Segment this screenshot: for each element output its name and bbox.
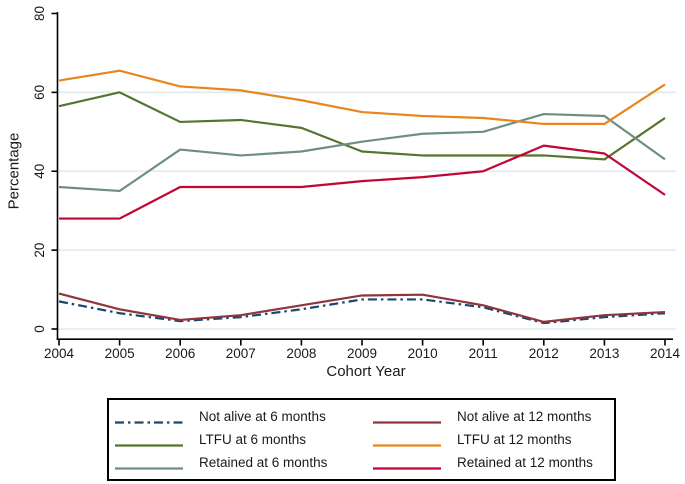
legend-label-not-alive-12-months: Not alive at 12 months [457,409,592,424]
y-tick-label-40: 40 [32,164,47,179]
legend-label-ltfu-6-months: LTFU at 6 months [199,432,307,447]
x-tick-label-2008: 2008 [286,346,316,361]
y-tick-label-20: 20 [32,243,47,258]
legend-line-glyph [373,444,441,447]
series-line-not-alive-at-6-months [58,298,666,325]
x-tick-label-2006: 2006 [165,346,195,361]
legend: Not alive at 6 months LTFU at 6 months R… [107,398,616,481]
legend-item-ltfu-6-months: LTFU at 6 months [115,432,373,447]
legend-label-retained-6-months: Retained at 6 months [199,455,328,470]
legend-line-glyph [373,467,441,470]
legend-line-sample-retained-12-months [373,459,441,470]
y-tick-label-0: 0 [32,325,47,333]
x-tick-label-2011: 2011 [469,346,498,361]
x-tick-label-2013: 2013 [589,346,619,361]
legend-line-glyph [115,444,183,447]
x-tick-label-2010: 2010 [408,346,438,361]
legend-line-sample-ltfu-6-months [115,436,183,447]
legend-line-glyph [373,421,441,424]
y-axis-title: Percentage [5,132,23,210]
legend-column-12-months: Not alive at 12 months LTFU at 12 months… [373,405,612,474]
x-tick-label-2007: 2007 [226,346,256,361]
legend-item-retained-12-months: Retained at 12 months [373,455,612,470]
x-tick-label-2012: 2012 [529,346,559,361]
x-tick-label-2005: 2005 [105,346,135,361]
series-line-retained-at-6-months [58,112,666,193]
x-tick-label-2004: 2004 [44,346,75,361]
y-tick-label-60: 60 [32,85,47,100]
y-tick-label-80: 80 [32,6,47,21]
series-line-ltfu-at-12-months [58,69,666,126]
legend-line-sample-not-alive-12-months [373,413,441,424]
x-tick-label-2014: 2014 [650,346,681,361]
series-line-ltfu-at-6-months [58,91,666,161]
x-axis-title: Cohort Year [326,363,406,380]
legend-line-sample-retained-6-months [115,459,183,470]
legend-item-retained-6-months: Retained at 6 months [115,455,373,470]
legend-item-not-alive-12-months: Not alive at 12 months [373,409,612,424]
legend-item-ltfu-12-months: LTFU at 12 months [373,432,612,447]
legend-item-not-alive-6-months: Not alive at 6 months [115,409,373,424]
series-line-retained-at-12-months [59,144,666,220]
legend-line-glyph [115,421,183,424]
legend-column-6-months: Not alive at 6 months LTFU at 6 months R… [115,405,373,474]
legend-line-glyph [115,467,183,470]
legend-label-retained-12-months: Retained at 12 months [457,455,593,470]
line-chart: 0 20 40 60 80 2004 2005 2006 2007 2008 2009 2010 201… [32,6,681,361]
legend-label-ltfu-12-months: LTFU at 12 months [457,432,572,447]
x-tick-label-2009: 2009 [347,346,377,361]
legend-label-not-alive-6-months: Not alive at 6 months [199,409,326,424]
series-line-not-alive-at-12-months [58,292,666,324]
legend-line-sample-not-alive-6-months [115,413,183,424]
legend-line-sample-ltfu-12-months [373,436,441,447]
